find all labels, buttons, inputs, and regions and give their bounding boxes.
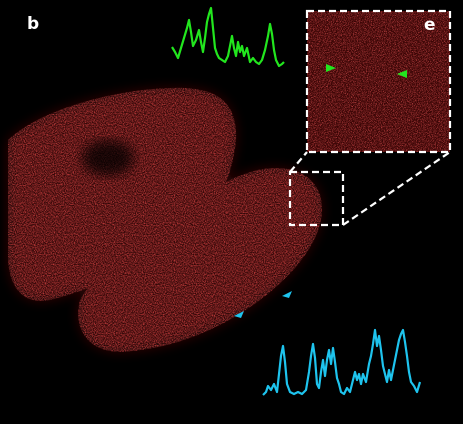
cyan-arrowhead-upper	[282, 291, 292, 298]
tissue-speckle	[8, 87, 322, 352]
cyan-arrowhead-lower	[234, 311, 244, 318]
inset-border	[305, 9, 452, 154]
cyan-intensity-profile	[262, 328, 422, 396]
zoom-region-box	[288, 170, 345, 227]
panel-label-b: b	[27, 14, 40, 34]
panel-label-e: e	[424, 15, 436, 35]
green-arrowhead-left	[326, 64, 336, 72]
green-arrowhead-right	[397, 70, 407, 78]
inset-panel	[305, 9, 452, 154]
dark-cavity	[82, 140, 134, 176]
green-intensity-profile	[171, 6, 285, 68]
zoom-connector-left	[289, 151, 308, 173]
